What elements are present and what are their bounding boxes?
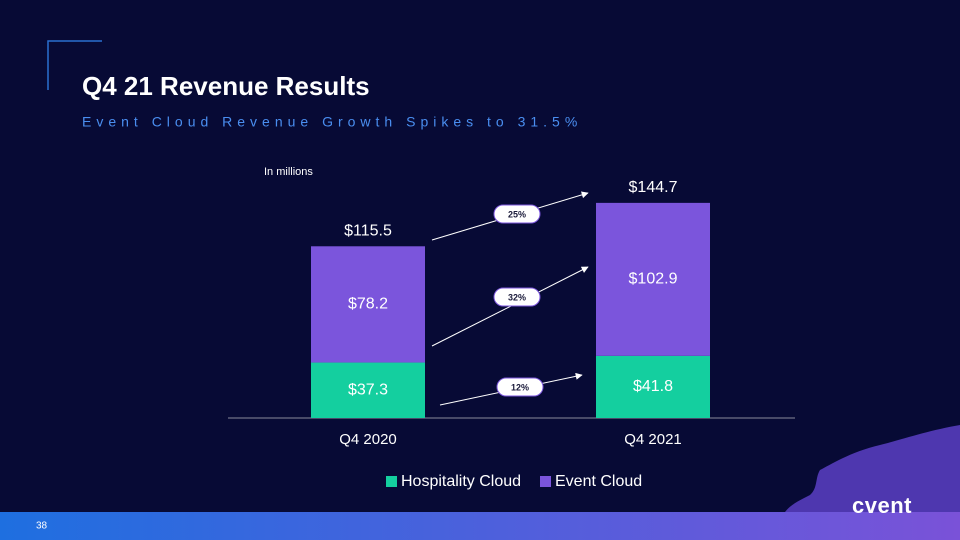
- legend-swatch: [386, 476, 397, 487]
- total-label: $115.5: [344, 223, 392, 240]
- legend-label: Event Cloud: [555, 473, 642, 490]
- chart: $37.3 $78.2 $115.5 Q4 2020 $41.8 $102.9 $144.7…: [311, 179, 710, 490]
- bar-segment: [311, 362, 425, 418]
- segment-label: $78.2: [348, 296, 388, 313]
- x-tick-label: Q4 2021: [624, 431, 682, 448]
- legend-label: Hospitality Cloud: [401, 473, 521, 490]
- title: Q4 21 Revenue Results: [82, 71, 370, 101]
- subtitle: Event Cloud Revenue Growth Spikes to 31.…: [82, 114, 582, 130]
- bottom-strip: [0, 512, 960, 540]
- corner-bracket: [47, 40, 102, 90]
- growth-label: 32%: [508, 292, 526, 302]
- logo: cvent: [852, 493, 912, 518]
- brush-decoration: [785, 425, 960, 512]
- growth-pill: [496, 377, 544, 397]
- x-tick-label: Q4 2020: [339, 431, 397, 448]
- bar-segment: [596, 202, 710, 356]
- growth-pill: [493, 287, 541, 307]
- unit-note: In millions: [264, 166, 313, 178]
- bar-segment: [311, 246, 425, 363]
- segment-label: $102.9: [629, 271, 678, 288]
- legend-swatch: [540, 476, 551, 487]
- total-label: $144.7: [629, 179, 678, 196]
- page-number: 38: [36, 521, 48, 532]
- segment-label: $37.3: [348, 381, 388, 398]
- growth-label: 25%: [508, 209, 526, 219]
- growth-pill: [493, 204, 541, 224]
- growth-label: 12%: [511, 382, 529, 392]
- bar-segment: [596, 355, 710, 418]
- segment-label: $41.8: [633, 378, 673, 395]
